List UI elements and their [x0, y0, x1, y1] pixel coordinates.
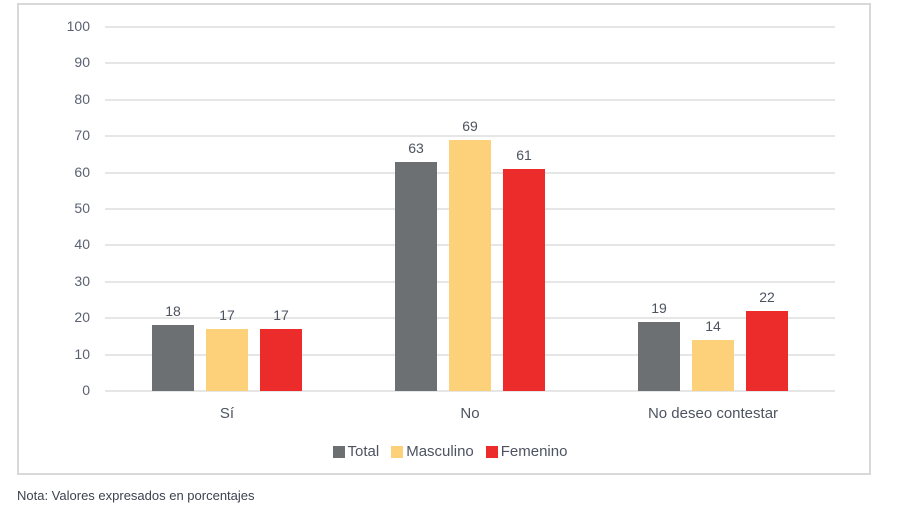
- bar-total: [638, 321, 680, 391]
- chart-frame: [17, 3, 871, 475]
- y-tick-label: 80: [74, 90, 90, 107]
- bar-masculino: [449, 139, 491, 391]
- value-label: 17: [273, 307, 289, 324]
- legend-item-femenino: Femenino: [485, 443, 568, 460]
- legend-swatch-icon: [332, 445, 345, 458]
- y-tick-label: 40: [74, 236, 90, 253]
- y-tick-label: 70: [74, 127, 90, 144]
- legend-swatch-icon: [485, 445, 498, 458]
- value-label: 63: [408, 139, 424, 156]
- x-category-label: No: [460, 405, 480, 422]
- legend-swatch-icon: [391, 445, 404, 458]
- y-tick-label: 10: [74, 345, 90, 362]
- y-tick-label: 50: [74, 200, 90, 216]
- bar-total: [152, 325, 194, 391]
- gridline: [105, 390, 835, 392]
- gridline: [105, 135, 835, 138]
- y-tick-label: 60: [74, 163, 90, 180]
- bar-femenino: [260, 329, 302, 391]
- y-tick-label: 30: [74, 272, 90, 289]
- gridline: [105, 98, 835, 101]
- y-tick-label: 90: [74, 54, 90, 71]
- bar-total: [395, 161, 437, 391]
- legend-label: Masculino: [406, 443, 474, 460]
- y-tick-label: 20: [74, 309, 90, 326]
- y-tick-label: 0: [82, 382, 90, 398]
- x-category-label: Sí: [219, 405, 235, 422]
- chart-note: Nota: Valores expresados en porcentajes: [17, 488, 255, 503]
- bar-femenino: [503, 168, 545, 391]
- x-category-label: No deseo contestar: [647, 405, 779, 422]
- legend-item-total: Total: [332, 443, 380, 460]
- legend-item-masculino: Masculino: [391, 443, 474, 460]
- bar-masculino: [206, 329, 248, 391]
- value-label: 61: [516, 146, 532, 163]
- value-label: 18: [165, 303, 181, 320]
- value-label: 14: [705, 318, 721, 335]
- legend-label: Femenino: [500, 443, 568, 460]
- chart-legend: Total Masculino Femenino: [0, 443, 900, 462]
- bar-masculino: [692, 340, 734, 391]
- gridline: [105, 26, 835, 28]
- y-tick-label: 100: [66, 18, 90, 34]
- value-label: 69: [462, 117, 478, 134]
- value-label: 17: [219, 307, 235, 324]
- value-label: 19: [651, 299, 667, 316]
- value-label: 22: [759, 288, 775, 305]
- legend-label: Total: [347, 443, 380, 460]
- bar-femenino: [746, 310, 788, 391]
- gridline: [105, 62, 835, 65]
